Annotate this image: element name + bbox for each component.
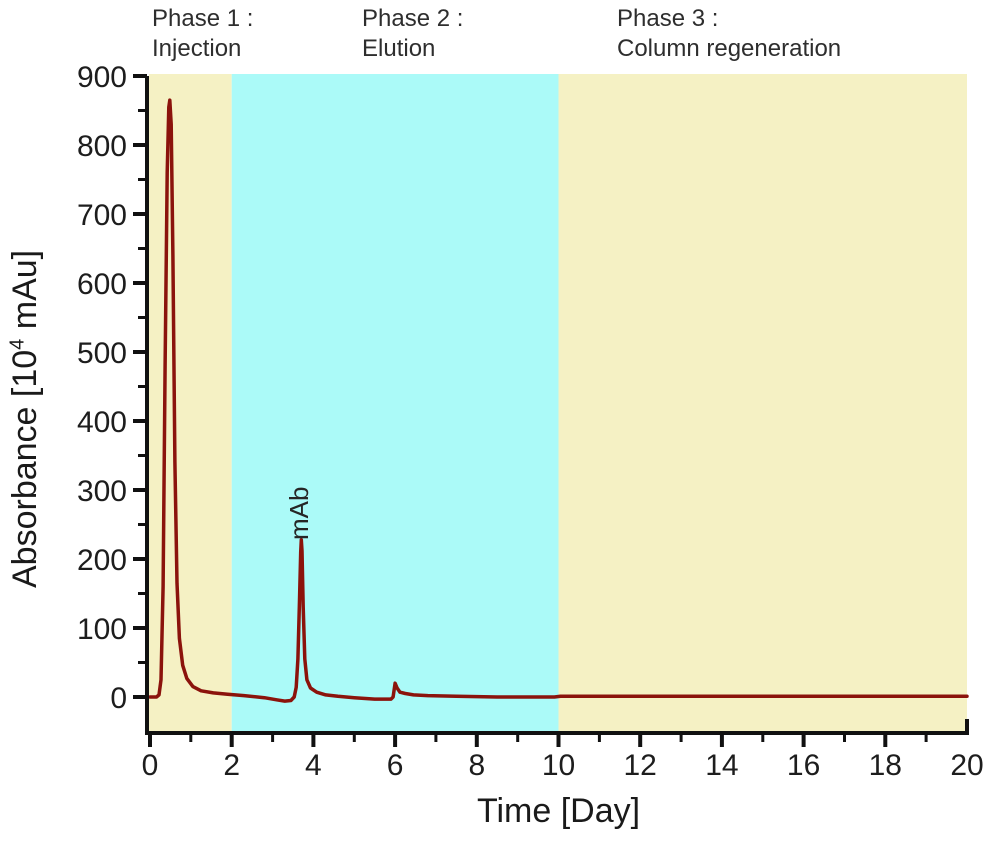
y-tick-label: 300 bbox=[77, 475, 127, 508]
y-tick-label: 400 bbox=[77, 406, 127, 439]
x-tick-label: 8 bbox=[468, 749, 485, 782]
x-tick-label: 16 bbox=[787, 749, 820, 782]
x-tick-label: 14 bbox=[705, 749, 738, 782]
y-axis-title-suffix: mAu] bbox=[6, 249, 44, 339]
y-axis-title-exponent: 4 bbox=[6, 338, 29, 350]
phase-region-3 bbox=[558, 74, 967, 731]
y-tick-label: 600 bbox=[77, 268, 127, 301]
absorbance-trace bbox=[148, 98, 969, 703]
y-tick-label: 500 bbox=[77, 337, 127, 370]
phase1-label: Phase 1 : Injection bbox=[152, 4, 253, 64]
x-tick-label: 4 bbox=[305, 749, 322, 782]
phase1-label-line2: Injection bbox=[152, 35, 242, 62]
x-tick-label: 10 bbox=[542, 749, 575, 782]
y-tick-label: 800 bbox=[77, 130, 127, 163]
phase3-label: Phase 3 : Column regeneration bbox=[617, 4, 841, 64]
y-tick-label: 100 bbox=[77, 613, 127, 646]
y-tick-label: 0 bbox=[110, 682, 127, 715]
phase2-label-line1: Phase 2 : bbox=[362, 5, 464, 32]
phase3-label-line1: Phase 3 : bbox=[617, 5, 719, 32]
x-tick-label: 18 bbox=[869, 749, 902, 782]
y-axis-title-prefix: Absorbance [10 bbox=[6, 349, 44, 588]
x-axis-title: Time [Day] bbox=[476, 792, 641, 830]
phase2-label: Phase 2 : Elution bbox=[362, 4, 463, 64]
y-tick-label: 700 bbox=[77, 199, 127, 232]
x-tick-label: 12 bbox=[624, 749, 657, 782]
x-tick-label: 6 bbox=[387, 749, 404, 782]
phase1-label-line1: Phase 1 : bbox=[152, 5, 254, 32]
y-axis-title: Absorbance [104 mAu] bbox=[6, 250, 45, 588]
phase2-label-line2: Elution bbox=[362, 35, 436, 62]
peak-annotation-mab: mAb bbox=[284, 486, 314, 540]
x-tick-label: 20 bbox=[950, 749, 983, 782]
y-tick-label: 900 bbox=[77, 61, 127, 94]
phase-region-2 bbox=[231, 74, 559, 731]
phase3-label-line2: Column regeneration bbox=[617, 35, 842, 62]
x-tick-label: 0 bbox=[142, 749, 159, 782]
x-tick-label: 2 bbox=[223, 749, 240, 782]
y-tick-label: 200 bbox=[77, 544, 127, 577]
